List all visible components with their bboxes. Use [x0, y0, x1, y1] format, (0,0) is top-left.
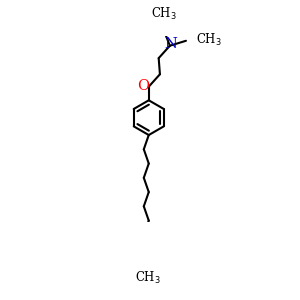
Text: CH$_3$: CH$_3$: [196, 32, 222, 48]
Text: O: O: [137, 79, 149, 93]
Text: N: N: [164, 38, 177, 52]
Text: CH$_3$: CH$_3$: [151, 6, 177, 22]
Text: CH$_3$: CH$_3$: [135, 270, 161, 286]
